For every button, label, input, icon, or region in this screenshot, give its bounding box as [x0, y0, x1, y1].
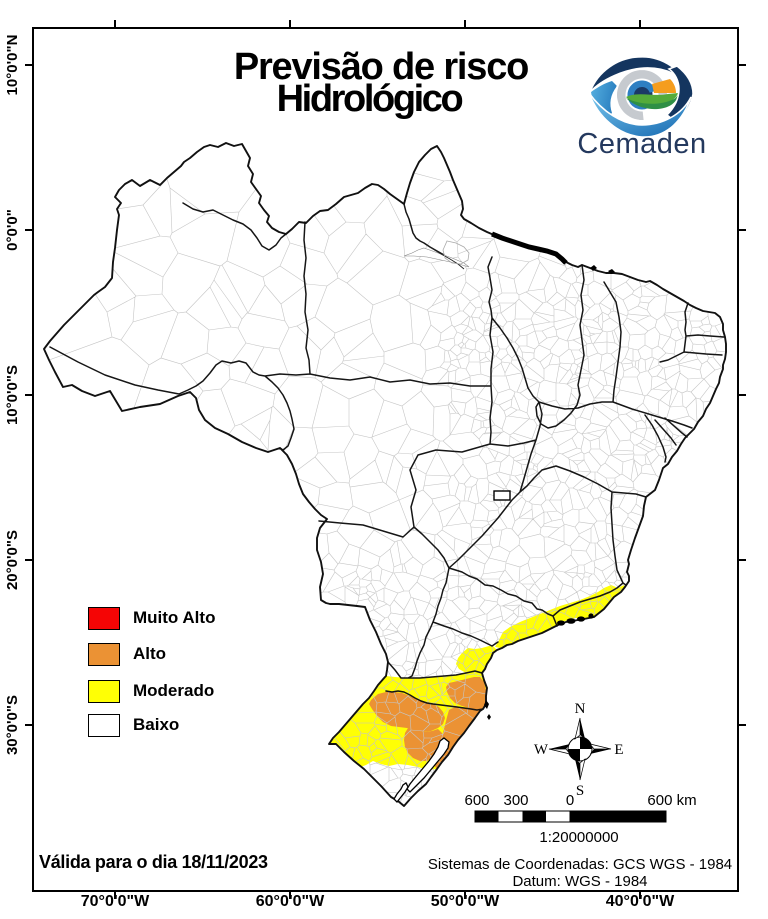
- svg-text:N: N: [575, 701, 586, 717]
- svg-text:S: S: [576, 783, 584, 799]
- svg-text:E: E: [614, 742, 623, 758]
- svg-text:W: W: [534, 742, 549, 758]
